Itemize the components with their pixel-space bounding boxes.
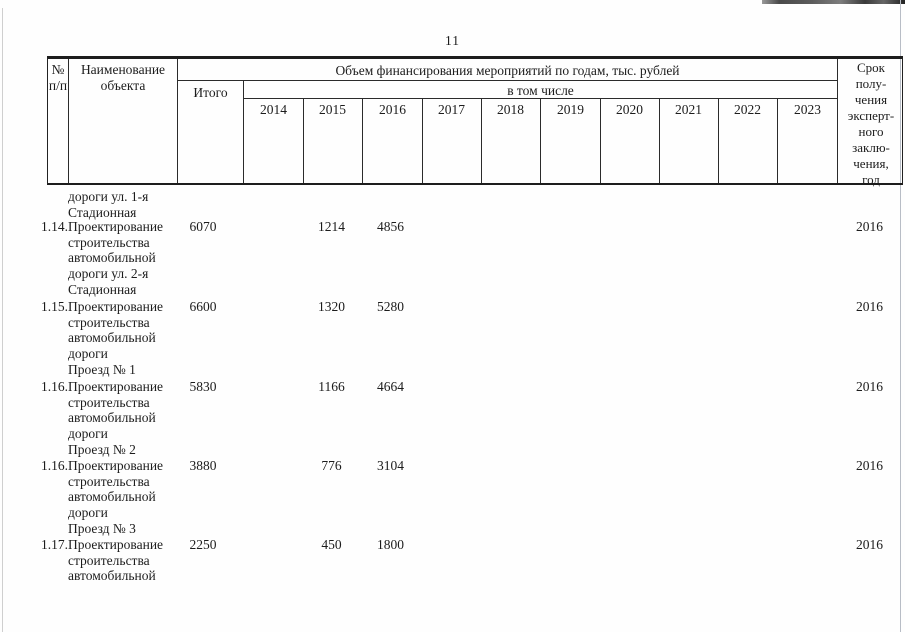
row-total-value: 2250 (189, 537, 217, 552)
row-deadline-value: 2016 (856, 537, 883, 552)
row-total-value: 6070 (189, 219, 217, 234)
scan-artifact-right-edge (900, 0, 901, 632)
scan-artifact-left-edge (2, 8, 3, 632)
row-object-name: Проектирование строительства автомобильн… (68, 458, 164, 536)
row-2015-value: 450 (321, 537, 342, 552)
header-col-total: Итого (178, 81, 244, 183)
row-object-name: Проектирование строительства автомобильн… (68, 219, 164, 297)
header-year-2017: 2017 (422, 99, 482, 183)
row-2016-value: 5280 (377, 299, 404, 314)
row-total-value: 6600 (189, 299, 217, 314)
row-deadline-value: 2016 (856, 379, 883, 394)
row-2015-value: 1214 (318, 219, 345, 234)
row-deadline-value: 2016 (856, 299, 883, 314)
header-year-2021: 2021 (659, 99, 719, 183)
row-object-name: Проектирование строительства автомобильн… (68, 379, 164, 457)
header-year-2019: 2019 (541, 99, 601, 183)
row-number: 1.14. (41, 219, 68, 234)
page-number: 11 (445, 33, 460, 48)
row-2015-value: 1166 (318, 379, 345, 394)
row-number: 1.17. (41, 537, 68, 552)
header-year-2023: 2023 (794, 102, 821, 117)
scan-artifact-top-bar (762, 0, 905, 4)
row-total-value: 3880 (189, 458, 217, 473)
row-number: 1.16. (41, 458, 68, 473)
row-total-value: 5830 (189, 379, 217, 394)
header-year-2022: 2022 (718, 99, 778, 183)
row-2015-value: 1320 (318, 299, 345, 314)
header-year-2018: 2018 (481, 99, 541, 183)
header-col-number: № п/п (48, 59, 69, 183)
row-object-name: Проектирование строительства автомобильн… (68, 537, 164, 584)
header-year-2020: 2020 (600, 99, 660, 183)
row-2016-value: 4856 (377, 219, 404, 234)
row-object-name: Проектирование строительства автомобильн… (68, 299, 164, 377)
row-number: 1.16. (41, 379, 68, 394)
row-deadline-value: 2016 (856, 219, 883, 234)
row-2016-value: 1800 (377, 537, 404, 552)
financing-table-header: № п/п Наименование объекта Объем финанси… (47, 56, 904, 187)
header-volume-title: Объем финансирования мероприятий по года… (178, 59, 837, 81)
row-2015-value: 776 (321, 458, 342, 473)
row-deadline-value: 2016 (856, 458, 883, 473)
header-col-object-name: Наименование объекта (69, 59, 178, 183)
header-year-2014: 2014 (244, 99, 304, 183)
header-year-2016: 2016 (363, 99, 423, 183)
header-col-deadline: Срок полу- чения эксперт- ного заклю- че… (837, 59, 904, 187)
header-including: в том числе (244, 81, 837, 99)
row-number: 1.15. (41, 299, 68, 314)
row-object-name: дороги ул. 1-я Стадионная (68, 189, 149, 220)
row-2016-value: 3104 (377, 458, 404, 473)
header-year-2015: 2015 (303, 99, 363, 183)
row-2016-value: 4664 (377, 379, 404, 394)
